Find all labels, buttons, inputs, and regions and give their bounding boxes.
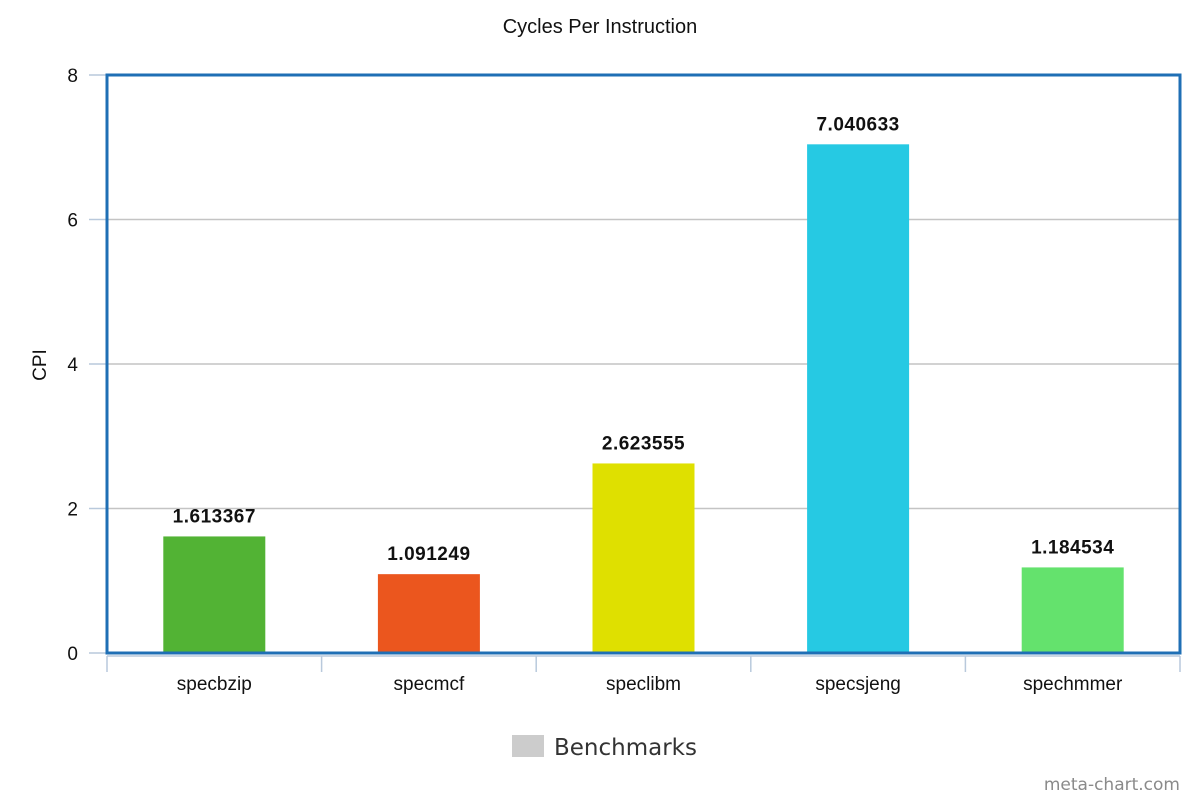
x-tick-label-specbzip: specbzip <box>177 674 252 695</box>
data-labels: 1.613367 1.091249 2.623555 7.040633 1.184534 <box>173 114 1114 565</box>
chart-title: Cycles Per Instruction <box>503 16 698 38</box>
bar-specbzip <box>163 536 266 653</box>
bar-specmcf <box>377 574 480 653</box>
y-tick-label-2: 4 <box>67 355 78 376</box>
data-label-speclibm: 2.623555 <box>602 433 685 454</box>
plot-frame <box>105 73 1182 655</box>
y-axis-ticks: 0 2 4 6 8 <box>67 66 107 665</box>
y-tick-label-0: 0 <box>67 644 78 665</box>
x-tick-label-specmcf: specmcf <box>394 674 465 695</box>
data-label-spechmmer: 1.184534 <box>1031 537 1114 558</box>
y-tick-label-3: 6 <box>67 211 78 232</box>
data-label-specsjeng: 7.040633 <box>816 114 899 135</box>
bar-speclibm <box>592 463 695 653</box>
bar-specsjeng <box>807 144 910 653</box>
data-label-specbzip: 1.613367 <box>173 506 256 527</box>
bars <box>163 144 1124 653</box>
data-label-specmcf: 1.091249 <box>387 544 470 565</box>
x-axis: specbzip specmcf speclibm specsjeng spechmme… <box>106 655 1181 695</box>
bar-spechmmer <box>1021 567 1124 653</box>
y-tick-label-1: 2 <box>67 500 78 521</box>
watermark: meta-chart.com <box>1044 775 1180 795</box>
legend: Benchmarks <box>512 735 697 761</box>
y-tick-label-4: 8 <box>67 66 78 87</box>
x-tick-label-spechmmer: spechmmer <box>1023 674 1123 695</box>
x-tick-label-specsjeng: specsjeng <box>815 674 901 695</box>
x-tick-label-speclibm: speclibm <box>606 674 681 695</box>
legend-swatch <box>512 735 544 757</box>
y-axis-label: CPI <box>30 349 51 381</box>
legend-label: Benchmarks <box>554 735 697 761</box>
